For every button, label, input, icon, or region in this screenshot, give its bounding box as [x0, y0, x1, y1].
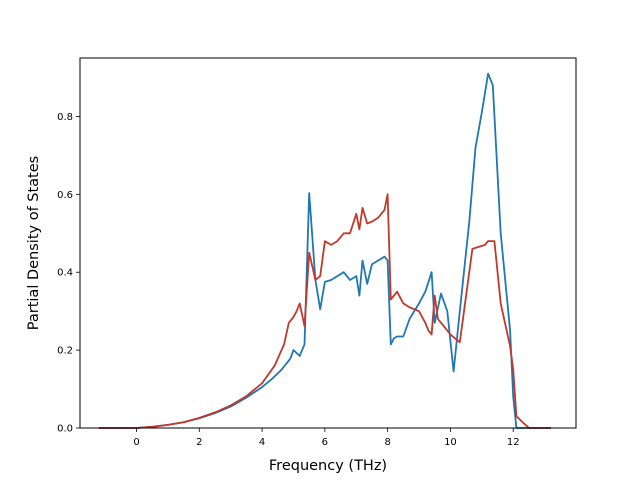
x-axis-ticks: 0 2 4 6 8 10 12 [133, 428, 519, 448]
x-tick-label: 6 [322, 437, 328, 448]
y-axis-label: Partial Density of States [26, 156, 42, 330]
x-tick-label: 2 [196, 437, 202, 448]
y-axis-ticks: 0.0 0.2 0.4 0.6 0.8 [57, 112, 80, 435]
x-axis-label: Frequency (THz) [269, 458, 387, 474]
y-tick-label: 0.8 [57, 112, 73, 123]
x-tick-label: 8 [384, 437, 390, 448]
y-tick-label: 0.0 [57, 424, 73, 435]
x-tick-label: 12 [507, 437, 520, 448]
x-tick-label: 4 [259, 437, 265, 448]
y-tick-label: 0.2 [57, 346, 73, 357]
y-tick-label: 0.4 [57, 268, 73, 279]
x-tick-label: 0 [133, 437, 139, 448]
y-tick-label: 0.6 [57, 190, 73, 201]
x-tick-label: 10 [444, 437, 457, 448]
